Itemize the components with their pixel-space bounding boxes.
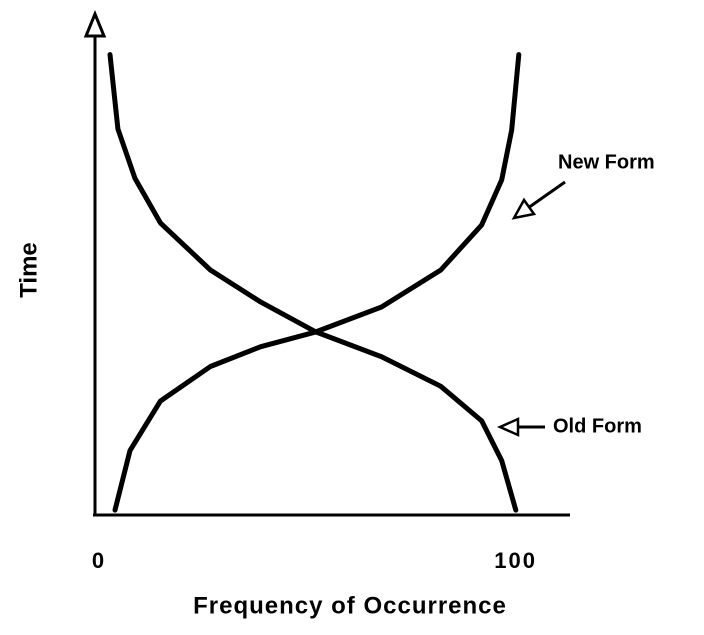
series-label: Old Form (553, 415, 642, 437)
annotation-arrowhead (511, 197, 537, 220)
x-tick-label: 100 (494, 548, 537, 573)
curve (107, 52, 519, 513)
y-axis-arrow (83, 10, 107, 38)
annotation-arrow (527, 180, 566, 210)
curve (112, 52, 522, 513)
annotation-arrowhead (496, 417, 520, 437)
x-axis-label: Frequency of Occurrence (193, 592, 507, 619)
series-label: New Form (558, 151, 655, 173)
x-tick-label: 0 (92, 548, 106, 573)
y-axis-label: Time (15, 242, 42, 298)
